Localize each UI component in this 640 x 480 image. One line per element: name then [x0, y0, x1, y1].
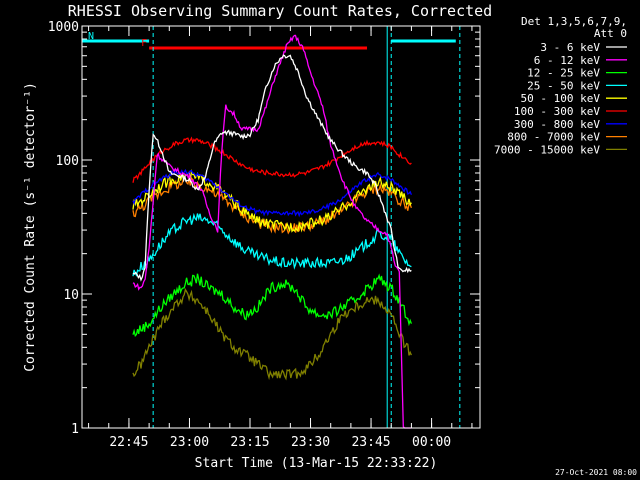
- x-tick-label-2315: 23:15: [230, 435, 269, 450]
- plot-frame: [81, 25, 481, 429]
- timestamp: 27-Oct-2021 08:00: [555, 468, 637, 477]
- series-12-25-kev: [132, 273, 413, 337]
- y-tick-label-10: 10: [63, 288, 79, 303]
- legend-label-100-300-kev: 100 - 300 keV: [514, 105, 600, 118]
- series-300-800-kev: [132, 168, 413, 218]
- series-7000-15000-kev: [132, 288, 412, 381]
- y-tick-label-1000: 1000: [48, 20, 79, 35]
- series-6-12-kev: [132, 34, 412, 429]
- x-axis: 22:45 23:00 23:15 23:30 23:45 00:00: [88, 26, 473, 450]
- series-3-6-kev: [132, 54, 412, 282]
- legend-label-25-50-kev: 25 - 50 keV: [527, 79, 600, 92]
- x-tick-label-2300: 23:00: [170, 435, 209, 450]
- flag-n-label: N: [88, 31, 94, 42]
- legend-label-7000-15000-kev: 7000 - 15000 keV: [494, 143, 600, 156]
- vertical-markers: [152, 26, 461, 428]
- legend-label-6-12-kev: 6 - 12 keV: [534, 54, 601, 67]
- y-tick-label-1: 1: [71, 422, 79, 437]
- x-tick-label-2245: 22:45: [109, 435, 148, 450]
- legend-label-300-800-kev: 300 - 800 keV: [514, 118, 600, 131]
- y-axis-label: Corrected Count Rate (s⁻¹ detector⁻¹): [23, 82, 38, 372]
- x-tick-label-0000: 00:00: [412, 435, 451, 450]
- y-tick-label-100: 100: [56, 154, 79, 169]
- x-axis-label: Start Time (13-Mar-15 22:33:22): [195, 456, 438, 471]
- flag-bars: NF: [82, 31, 456, 50]
- flag-f-label: F: [141, 38, 147, 49]
- legend-label-800-7000-kev: 800 - 7000 keV: [507, 131, 600, 144]
- x-tick-label-2345: 23:45: [351, 435, 390, 450]
- legend-label-3-6-kev: 3 - 6 keV: [540, 41, 600, 54]
- series-25-50-kev: [132, 212, 412, 277]
- legend-header-attenuator: Att 0: [594, 27, 627, 40]
- legend-label-12-25-kev: 12 - 25 keV: [527, 67, 600, 80]
- data-series: [132, 34, 413, 429]
- series-800-7000-kev: [132, 176, 413, 235]
- legend-label-50-100-kev: 50 - 100 keV: [521, 92, 601, 105]
- y-axis: 1 10 100 1000: [48, 20, 480, 437]
- legend-header-detectors: Det 1,3,5,6,7,9,: [521, 15, 627, 28]
- series-100-300-kev: [132, 136, 412, 183]
- x-tick-label-2330: 23:30: [291, 435, 330, 450]
- chart-title: RHESSI Observing Summary Count Rates, Co…: [68, 2, 492, 20]
